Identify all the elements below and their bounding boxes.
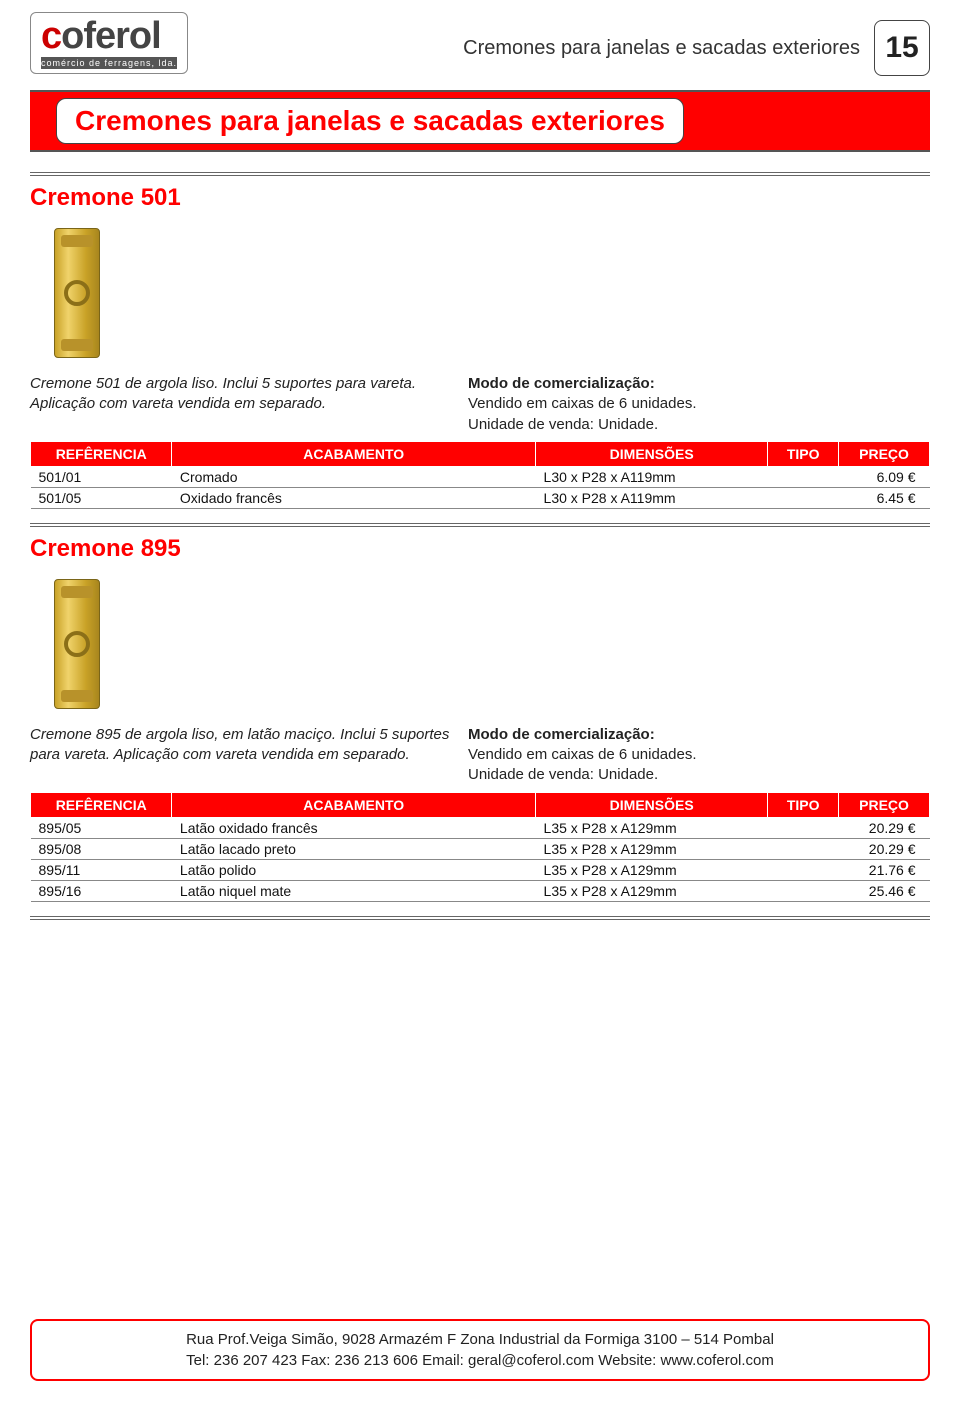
logo-subtitle: comércio de ferragens, lda. <box>41 57 177 69</box>
col-ref: REFÊRENCIA <box>31 441 172 466</box>
table-row: 895/11Latão polidoL35 x P28 x A129mm 21.7… <box>31 859 930 880</box>
cell-tipo <box>768 880 839 901</box>
cell-acabamento: Latão polido <box>172 859 536 880</box>
title-banner: Cremones para janelas e sacadas exterior… <box>30 90 930 152</box>
logo-rest: oferol <box>61 15 161 57</box>
cell-acabamento: Cromado <box>172 466 536 487</box>
description-right: Modo de comercialização:Vendido em caixa… <box>468 725 788 786</box>
cell-acabamento: Latão niquel mate <box>172 880 536 901</box>
cell-ref: 895/05 <box>31 817 172 838</box>
description-row: Cremone 895 de argola liso, em latão mac… <box>30 725 930 786</box>
cell-preco: 6.09 € <box>839 466 930 487</box>
cell-preco: 6.45 € <box>839 487 930 508</box>
section-title: Cremone 895 <box>30 535 930 563</box>
cell-acabamento: Latão lacado preto <box>172 838 536 859</box>
table-row: 895/16Latão niquel mateL35 x P28 x A129m… <box>31 880 930 901</box>
cell-ref: 895/08 <box>31 838 172 859</box>
table-row: 895/08Latão lacado pretoL35 x P28 x A129… <box>31 838 930 859</box>
col-dimensoes: DIMENSÕES <box>536 441 768 466</box>
col-acabamento: ACABAMENTO <box>172 441 536 466</box>
footer-line-2: Tel: 236 207 423 Fax: 236 213 606 Email:… <box>46 1350 914 1371</box>
cell-tipo <box>768 466 839 487</box>
ring-icon <box>64 280 90 306</box>
cell-preco: 20.29 € <box>839 817 930 838</box>
cell-dimensoes: L30 x P28 x A119mm <box>536 466 768 487</box>
content-area: Cremone 501 Cremone 501 de argola liso. I… <box>0 184 960 920</box>
cell-preco: 21.76 € <box>839 859 930 880</box>
cell-dimensoes: L35 x P28 x A129mm <box>536 880 768 901</box>
cell-ref: 501/01 <box>31 466 172 487</box>
col-tipo: TIPO <box>768 792 839 817</box>
price-table: REFÊRENCIAACABAMENTODIMENSÕESTIPOPREÇO89… <box>30 792 930 902</box>
product-section: Cremone 501 Cremone 501 de argola liso. I… <box>30 184 930 527</box>
cell-preco: 20.29 € <box>839 838 930 859</box>
col-dimensoes: DIMENSÕES <box>536 792 768 817</box>
product-image <box>54 579 100 709</box>
col-preco: PREÇO <box>839 441 930 466</box>
cell-tipo <box>768 487 839 508</box>
cell-dimensoes: L30 x P28 x A119mm <box>536 487 768 508</box>
page-footer: Rua Prof.Veiga Simão, 9028 Armazém F Zon… <box>30 1319 930 1381</box>
logo-letter-c: c <box>41 15 61 57</box>
description-row: Cremone 501 de argola liso. Inclui 5 sup… <box>30 374 930 435</box>
header-breadcrumb: Cremones para janelas e sacadas exterior… <box>463 37 860 60</box>
col-preco: PREÇO <box>839 792 930 817</box>
product-image <box>54 228 100 358</box>
cell-dimensoes: L35 x P28 x A129mm <box>536 817 768 838</box>
col-ref: REFÊRENCIA <box>31 792 172 817</box>
col-acabamento: ACABAMENTO <box>172 792 536 817</box>
logo: coferol comércio de ferragens, lda. <box>30 12 188 74</box>
section-divider <box>30 523 930 527</box>
cell-preco: 25.46 € <box>839 880 930 901</box>
cell-tipo <box>768 838 839 859</box>
price-table: REFÊRENCIAACABAMENTODIMENSÕESTIPOPREÇO50… <box>30 441 930 509</box>
table-row: 501/05Oxidado francêsL30 x P28 x A119mm 6… <box>31 487 930 508</box>
col-tipo: TIPO <box>768 441 839 466</box>
cell-tipo <box>768 859 839 880</box>
table-row: 895/05Latão oxidado francêsL35 x P28 x A… <box>31 817 930 838</box>
section-title: Cremone 501 <box>30 184 930 212</box>
footer-line-1: Rua Prof.Veiga Simão, 9028 Armazém F Zon… <box>46 1329 914 1350</box>
cell-acabamento: Latão oxidado francês <box>172 817 536 838</box>
page-number-badge: 15 <box>874 20 930 76</box>
divider <box>30 172 930 176</box>
cell-dimensoes: L35 x P28 x A129mm <box>536 838 768 859</box>
table-row: 501/01CromadoL30 x P28 x A119mm 6.09 € <box>31 466 930 487</box>
cell-ref: 895/16 <box>31 880 172 901</box>
logo-text: coferol <box>41 17 177 55</box>
cell-acabamento: Oxidado francês <box>172 487 536 508</box>
cell-dimensoes: L35 x P28 x A129mm <box>536 859 768 880</box>
cell-ref: 895/11 <box>31 859 172 880</box>
ring-icon <box>64 631 90 657</box>
cell-ref: 501/05 <box>31 487 172 508</box>
product-section: Cremone 895 Cremone 895 de argola liso, e… <box>30 535 930 920</box>
title-banner-text: Cremones para janelas e sacadas exterior… <box>56 98 684 144</box>
description-right: Modo de comercialização:Vendido em caixa… <box>468 374 788 435</box>
description-left: Cremone 895 de argola liso, em latão mac… <box>30 725 450 786</box>
description-left: Cremone 501 de argola liso. Inclui 5 sup… <box>30 374 450 435</box>
cell-tipo <box>768 817 839 838</box>
page-header: coferol comércio de ferragens, lda. Crem… <box>0 0 960 76</box>
section-divider <box>30 916 930 920</box>
header-right: Cremones para janelas e sacadas exterior… <box>208 12 930 76</box>
